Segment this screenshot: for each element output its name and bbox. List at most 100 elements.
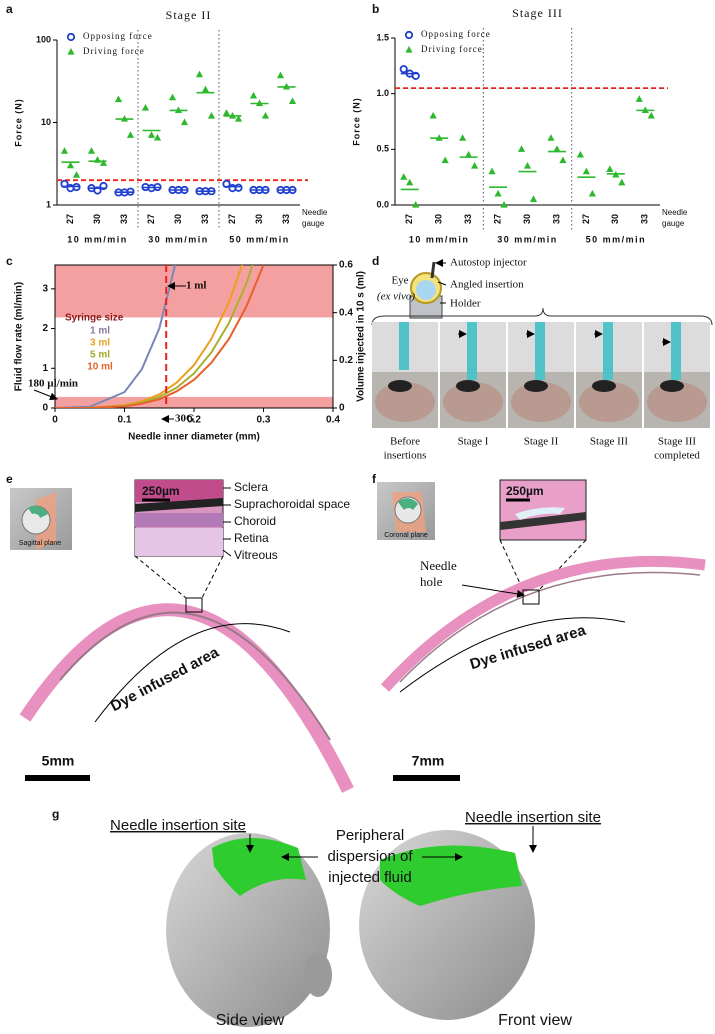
point [459,134,467,141]
x-tick-label: 30 [254,214,264,224]
point [60,147,69,154]
panel-f: f Coronal plane 250µm Needle hole Dye in… [372,472,706,781]
photo-caption: Stage II [524,436,559,448]
eye-model [166,833,330,1027]
group-label: 10 mm/min [409,234,470,244]
label: Dye infused area [108,644,223,716]
point [582,167,590,175]
point [126,131,135,138]
point [529,195,538,203]
point [153,133,162,141]
point [99,159,108,166]
point [576,150,584,158]
panel-d: d Autostop injector Eye (ex vivo) Angled… [371,254,713,462]
point [207,111,216,119]
chart-title: Stage III [512,6,563,20]
point [412,201,420,208]
photo-strip: Before insertions Stage I Stage II Stage III… [372,322,710,462]
x-tick-label: 0.3 [257,415,271,426]
x-tick-label: 27 [227,214,237,224]
x-tick-label: 27 [492,214,502,224]
y-tick-label: 1 [46,199,51,209]
label: Eye [391,275,408,287]
x-tick-label: 33 [200,214,210,224]
panel-letter: g [52,807,59,821]
point [406,178,414,186]
syringe [399,322,409,370]
point [429,111,437,119]
x-tick-label: 30 [434,214,444,224]
legend-label: 10 ml [87,362,113,373]
y-tick-label: 0 [42,403,48,414]
highlight-band [55,396,333,408]
layer-label: Sclera [234,480,268,494]
point [465,150,473,158]
point [288,97,297,105]
point [635,95,643,102]
legend-label: Opposing force [83,31,153,41]
y2-tick-label: 0.4 [339,307,353,318]
eye-photo-dark [388,380,412,392]
arrow [461,584,525,598]
point [588,189,596,197]
y-tick-label: 1 [42,363,48,374]
y-tick-label: 0.5 [376,144,389,154]
scale-label: 5mm [42,753,75,769]
eye-photo-dark [524,380,548,392]
group-label: 50 mm/min [586,234,647,244]
panel-letter: b [372,2,379,16]
point [201,85,210,93]
point [67,48,75,55]
highlight-band [55,265,333,318]
eye-photo-dark [456,380,480,392]
dye-bracket [399,617,626,693]
label: hole [420,574,443,589]
group-label: 10 mm/min [67,234,128,244]
label: (ex vivo) [377,291,415,303]
axis-label: Needle [662,208,688,217]
dye-region [380,845,522,906]
y-tick-label: 1.0 [376,88,389,98]
scale-bar [25,775,90,781]
point [168,93,177,101]
point [471,162,479,169]
label: Angled insertion [450,279,524,291]
x-tick-label: 27 [65,214,75,224]
y2-axis-label: Volume injected in 10 s (ml) [356,271,367,402]
brace [371,307,713,326]
legend-label: Driving force [83,46,145,56]
x-tick-label: 30 [173,214,183,224]
legend-label: 5 ml [90,350,110,361]
y-axis-label: Fluid flow rate (ml/min) [14,282,25,391]
layer-label: Suprachoroidal space [234,497,350,511]
point [618,178,626,186]
x-tick-label: 33 [119,214,129,224]
x-tick-label: 33 [551,214,561,224]
label: Needle insertion site [110,817,246,834]
syringe [535,322,545,380]
point [93,186,102,195]
legend-label: 3 ml [90,338,110,349]
point [276,71,285,79]
eye-model-bump [304,953,332,997]
histology-layer [59,611,331,741]
y2-tick-label: 0.2 [339,355,353,366]
dye-icon [28,505,48,518]
photo-caption: completed [654,450,700,462]
photo-caption: Stage I [458,436,489,448]
layer-label: Retina [234,531,269,545]
x-tick-label: 0.1 [118,415,132,426]
injector-needle [430,261,436,279]
legend-label: Opposing force [421,29,491,39]
axis-label: gauge [302,219,325,228]
histology-section [380,555,706,692]
scale-label: 250µm [142,484,180,498]
x-tick-label: 33 [463,214,473,224]
group-label: 50 mm/min [229,234,290,244]
label: Front view [498,1012,572,1029]
point [399,65,408,74]
label: Sagittal plane [19,540,62,547]
syringe [671,322,681,380]
point [72,171,81,178]
photo-caption: Stage III [590,436,629,448]
